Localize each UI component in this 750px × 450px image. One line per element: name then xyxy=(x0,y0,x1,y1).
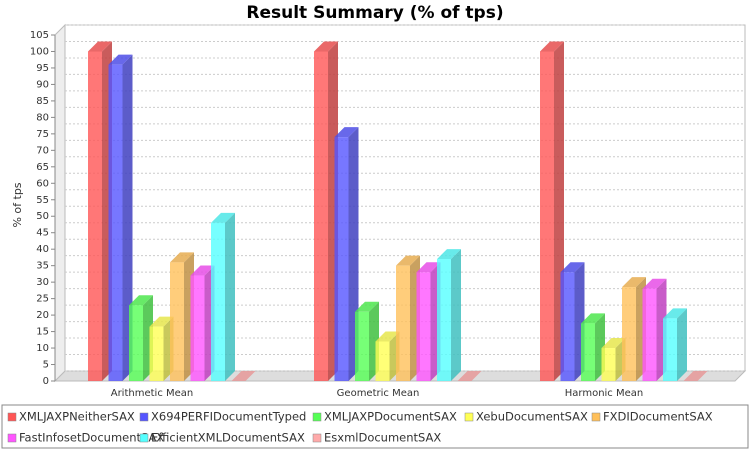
bar-top xyxy=(437,249,461,260)
bar-side xyxy=(451,249,461,381)
bar-top xyxy=(231,371,256,381)
bar-top xyxy=(314,41,338,52)
y-tick-label: 50 xyxy=(36,211,49,222)
y-tick-label: 65 xyxy=(36,162,49,173)
bar-top xyxy=(334,127,359,138)
bar-top xyxy=(601,338,626,349)
legend-swatch xyxy=(7,433,17,443)
bar-top xyxy=(108,54,133,65)
legend-label: EfficientXMLDocumentSAX xyxy=(151,431,305,445)
y-tick-label: 45 xyxy=(36,228,49,239)
bar xyxy=(334,137,349,381)
bar-side xyxy=(677,308,687,381)
y-tick-label: 25 xyxy=(36,294,49,305)
legend-label: FXDIDocumentSAX xyxy=(603,410,713,424)
legend-swatch xyxy=(312,412,322,422)
legend-label: XebuDocumentSAX xyxy=(476,410,588,424)
y-tick-label: 0 xyxy=(43,376,49,387)
chart-title: Result Summary (% of tps) xyxy=(246,3,503,23)
y-tick-label: 40 xyxy=(36,244,49,255)
bar xyxy=(375,341,390,381)
bar xyxy=(129,305,143,381)
y-tick-label: 20 xyxy=(36,310,49,321)
y-tick-label: 105 xyxy=(30,30,49,41)
bar xyxy=(437,259,451,381)
bar-top xyxy=(190,265,215,276)
y-tick-label: 10 xyxy=(36,343,49,354)
bar-top xyxy=(642,278,667,289)
y-tick-label: 95 xyxy=(36,63,49,74)
y-tick-label: 100 xyxy=(30,46,49,57)
y-axis-label: % of tps xyxy=(11,182,24,227)
bar-top xyxy=(211,212,235,223)
legend-swatch xyxy=(139,412,149,422)
bar xyxy=(170,262,184,381)
left-wall xyxy=(54,23,66,383)
bar-top xyxy=(88,41,112,52)
bar xyxy=(416,272,431,381)
bar xyxy=(581,323,595,381)
bar xyxy=(314,51,328,381)
bar-top xyxy=(129,295,153,306)
bar-top xyxy=(416,262,441,273)
bar xyxy=(642,288,657,381)
bar-top xyxy=(149,316,174,327)
y-tick-label: 85 xyxy=(36,96,49,107)
y-tick-label: 30 xyxy=(36,277,49,288)
bar-top xyxy=(375,331,400,342)
y-tick-label: 70 xyxy=(36,145,49,156)
bar xyxy=(663,318,677,381)
bar-top xyxy=(396,255,420,266)
bar xyxy=(149,326,164,381)
legend-label: XMLJAXPDocumentSAX xyxy=(324,410,457,424)
legend-label: X694PERFIDocumentTyped xyxy=(151,410,306,424)
y-tick-label: 5 xyxy=(43,360,49,371)
bar-top xyxy=(170,252,194,263)
legend-label: EsxmlDocumentSAX xyxy=(324,431,441,445)
bar-side xyxy=(122,54,133,382)
bar xyxy=(622,287,636,381)
bar-top xyxy=(683,371,708,381)
y-tick-label: 80 xyxy=(36,112,49,123)
y-tick-label: 75 xyxy=(36,129,49,140)
x-tick-label: Harmonic Mean xyxy=(565,388,643,399)
bar xyxy=(88,51,102,381)
bar-top xyxy=(622,277,646,288)
y-tick-label: 55 xyxy=(36,195,49,206)
bar-top xyxy=(457,371,482,381)
bar xyxy=(190,275,205,381)
bar xyxy=(108,64,123,382)
x-tick-label: Geometric Mean xyxy=(337,388,420,399)
legend-swatch xyxy=(312,433,322,443)
bar xyxy=(396,265,410,381)
legend-swatch xyxy=(464,412,474,422)
bar xyxy=(601,348,616,381)
legend-swatch xyxy=(591,412,601,422)
legend xyxy=(1,404,749,449)
bar xyxy=(355,311,369,381)
legend-swatch xyxy=(7,412,17,422)
y-tick-label: 60 xyxy=(36,178,49,189)
bar-top xyxy=(581,313,605,324)
bar-top xyxy=(540,41,564,52)
bar xyxy=(211,222,225,381)
legend-label: FastInfosetDocumentSAX xyxy=(19,431,164,445)
legend-label: XMLJAXPNeitherSAX xyxy=(19,410,135,424)
bar-top xyxy=(355,301,379,312)
bar xyxy=(540,51,554,381)
x-tick-label: Arithmetic Mean xyxy=(111,388,194,399)
y-tick-label: 90 xyxy=(36,79,49,90)
bar-top xyxy=(560,262,585,273)
bar xyxy=(560,272,575,381)
bar-top xyxy=(663,308,687,319)
bar-side xyxy=(225,212,235,381)
y-tick-label: 15 xyxy=(36,327,49,338)
y-tick-label: 35 xyxy=(36,261,49,272)
legend-swatch xyxy=(139,433,149,443)
